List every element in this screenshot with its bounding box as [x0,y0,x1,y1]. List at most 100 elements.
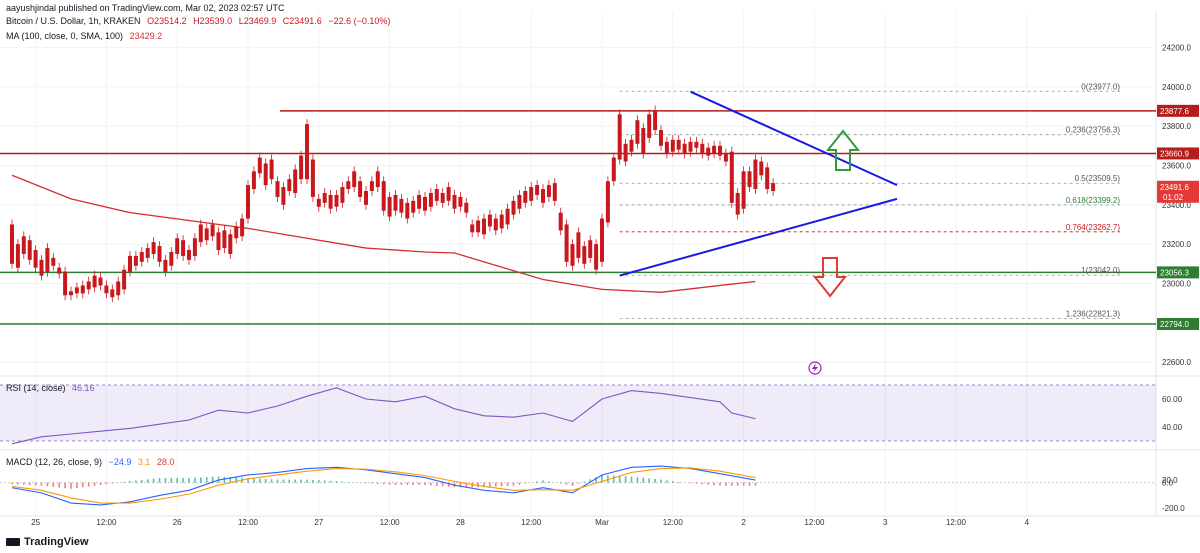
candle-body [558,212,563,231]
macd-tick-label: 20.0 [1162,476,1178,485]
time-tick-label: 12:00 [804,518,825,527]
time-tick-label: 27 [314,518,323,527]
candle-body [251,171,256,190]
candle-body [192,238,197,256]
candle-body [104,285,109,294]
candle-body [641,128,646,154]
candle-body [39,259,44,276]
candle-body [352,171,357,188]
rsi-legend[interactable]: RSI (14, close) 46.16 [6,383,99,393]
candle-body [92,275,97,288]
macd-tick-label: -200.0 [1162,504,1185,513]
candle-body [316,198,321,207]
candle-body [771,183,776,192]
candle-body [375,171,380,188]
candle-body [240,218,245,237]
time-tick-label: 12:00 [946,518,967,527]
candle-body [718,145,722,156]
candle-body [517,194,522,209]
candle-body [476,220,481,233]
publisher-line: aayushjindal published on TradingView.co… [6,3,285,13]
candle-body [446,187,451,201]
price-tick-label: 23600.0 [1162,161,1191,170]
symbol-name[interactable]: Bitcoin / U.S. Dollar, 1h, KRAKEN [6,16,141,26]
candle-body [334,194,339,207]
candle-body [735,192,740,215]
change-value: −22.6 (−0.10%) [328,16,391,26]
candle-body [310,159,315,197]
candle-body [682,143,687,154]
fib-level-label: 1.236(22821.3) [1066,310,1121,319]
candle-body [322,192,327,203]
candle-body [523,191,528,203]
candle-body [21,236,26,254]
candle-body [27,240,32,260]
candle-body [423,196,427,211]
triangle-upper-line [690,90,898,187]
candle-body [688,141,693,152]
candle-body [611,157,616,182]
candle-body [694,141,699,148]
candle-body [623,143,628,162]
last-price-label: 23491.6 [1160,183,1189,192]
candle-body [246,185,250,219]
macd-legend[interactable]: MACD (12, 26, close, 9) −24.9 3.1 28.0 [6,457,178,467]
candle-body [617,114,622,160]
time-tick-label: 12:00 [663,518,684,527]
fib-level-label: 0.618(23399.2) [1066,196,1121,205]
candle-body [393,194,398,211]
triangle-lower-line [619,197,898,277]
price-tick-label: 24200.0 [1162,43,1191,52]
ma-legend[interactable]: MA (100, close, 0, SMA, 100) 23429.2 [6,31,166,41]
candle-body [535,185,540,195]
candle-body [499,214,504,229]
last-price-countdown: 01:02 [1163,193,1184,202]
macd-line [11,465,756,506]
candle-body [664,141,669,154]
candle-body [157,246,162,262]
tradingview-logo[interactable]: TradingView [6,536,89,548]
candle-body [588,240,593,258]
macd-label: MACD (12, 26, close, 9) [6,457,103,467]
support-price-box [1157,318,1199,330]
time-tick-label: 2 [741,518,746,527]
ma-value: 23429.2 [129,31,163,41]
time-tick-label: 12:00 [96,518,117,527]
rsi-value: 46.16 [72,383,95,393]
candle-body [753,159,758,190]
candle-body [369,181,374,192]
resistance-price-box [1157,104,1199,117]
candle-body [257,157,262,174]
price-tick-label: 22600.0 [1162,358,1191,367]
rsi-band [0,385,1156,441]
support-price-label: 22794.0 [1160,320,1189,329]
candle-body [15,244,20,268]
macd-value: −24.9 [108,457,132,467]
candle-body [269,159,274,180]
candle-body [328,194,333,209]
candle-body [546,185,551,197]
fib-level-label: 0.764(23262.7) [1066,223,1121,232]
candle-body [552,183,557,201]
candle-body [116,281,121,296]
low-value: L23469.9 [238,16,277,26]
candle-body [133,255,138,266]
candle-body [729,151,734,203]
candle-body [635,120,640,144]
candle-body [399,198,404,213]
candle-body [169,252,174,266]
candle-body [647,114,652,138]
macd-hist-value: 28.0 [156,457,175,467]
fib-level-label: 0.236(23756.3) [1066,126,1121,135]
time-tick-label: 4 [1025,518,1030,527]
fib-level-label: 0(23977.0) [1081,82,1120,91]
time-tick-label: 12:00 [238,518,259,527]
candle-body [659,130,663,146]
candle-body [482,218,486,235]
price-tick-label: 23400.0 [1162,201,1191,210]
time-tick-label: 12:00 [521,518,542,527]
candle-body [747,171,752,188]
candle-body [428,192,433,207]
candle-body [187,250,191,260]
